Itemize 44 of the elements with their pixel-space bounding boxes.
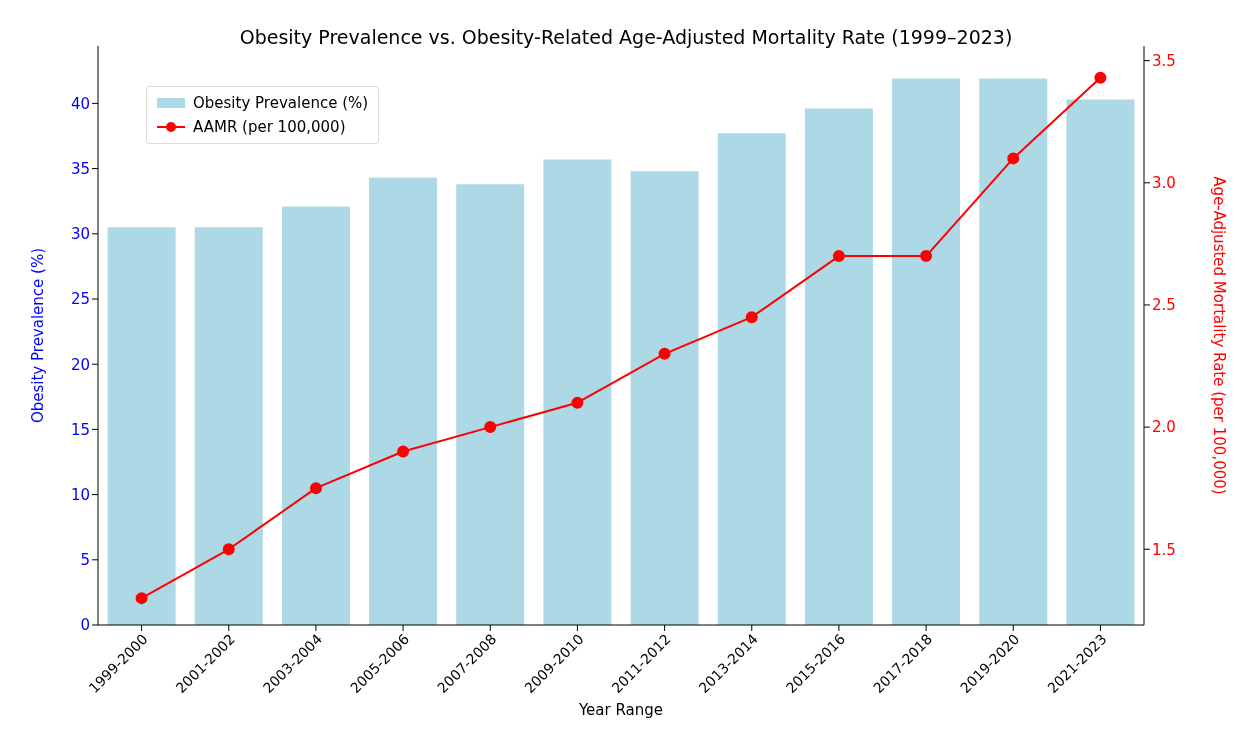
point (397, 445, 410, 458)
bar (804, 108, 873, 625)
y-tick-label: 40 (70, 94, 90, 113)
point (658, 347, 671, 360)
point (309, 482, 322, 495)
point (135, 592, 148, 605)
bar (543, 159, 612, 625)
bar (717, 133, 786, 625)
y-axis-title: Obesity Prevalence (%) (29, 247, 48, 424)
x-axis-title: Year Range (577, 701, 664, 719)
bar (369, 177, 438, 625)
y2-tick-label: 3.5 (1152, 51, 1176, 70)
bar (979, 78, 1048, 625)
y-tick-label: 5 (80, 551, 90, 570)
y-tick-label: 25 (70, 290, 90, 309)
y2-tick-label: 1.5 (1152, 540, 1176, 559)
point (745, 311, 758, 324)
point (832, 250, 845, 263)
bar (107, 227, 176, 625)
y-tick-label: 15 (70, 420, 90, 439)
point (1094, 71, 1107, 84)
y2-axis-title: Age-Adjusted Mortality Rate (per 100,000) (1209, 176, 1228, 495)
point (571, 396, 584, 409)
bar (194, 227, 263, 625)
bar (892, 78, 961, 625)
y2-tick-label: 3.0 (1152, 174, 1176, 193)
bar (630, 171, 699, 625)
y-tick-label: 20 (70, 355, 90, 374)
y-tick-label: 10 (70, 485, 90, 504)
y-tick-label: 0 (80, 616, 90, 635)
point (1007, 152, 1020, 165)
legend-label: AAMR (per 100,000) (193, 117, 346, 138)
y2-tick-label: 2.5 (1152, 296, 1176, 315)
bar (1066, 99, 1135, 625)
y-tick-label: 35 (70, 159, 90, 178)
bar (456, 184, 525, 625)
legend-label: Obesity Prevalence (%) (193, 93, 369, 114)
y-tick-label: 30 (70, 225, 90, 244)
point (484, 421, 497, 434)
y2-tick-label: 2.0 (1152, 418, 1176, 437)
point (222, 543, 235, 556)
chart-title: Obesity Prevalence vs. Obesity-Related Age-Adjusted Mortality Rate (1999–2023) (238, 26, 1014, 48)
bar (281, 206, 350, 625)
point (920, 250, 933, 263)
